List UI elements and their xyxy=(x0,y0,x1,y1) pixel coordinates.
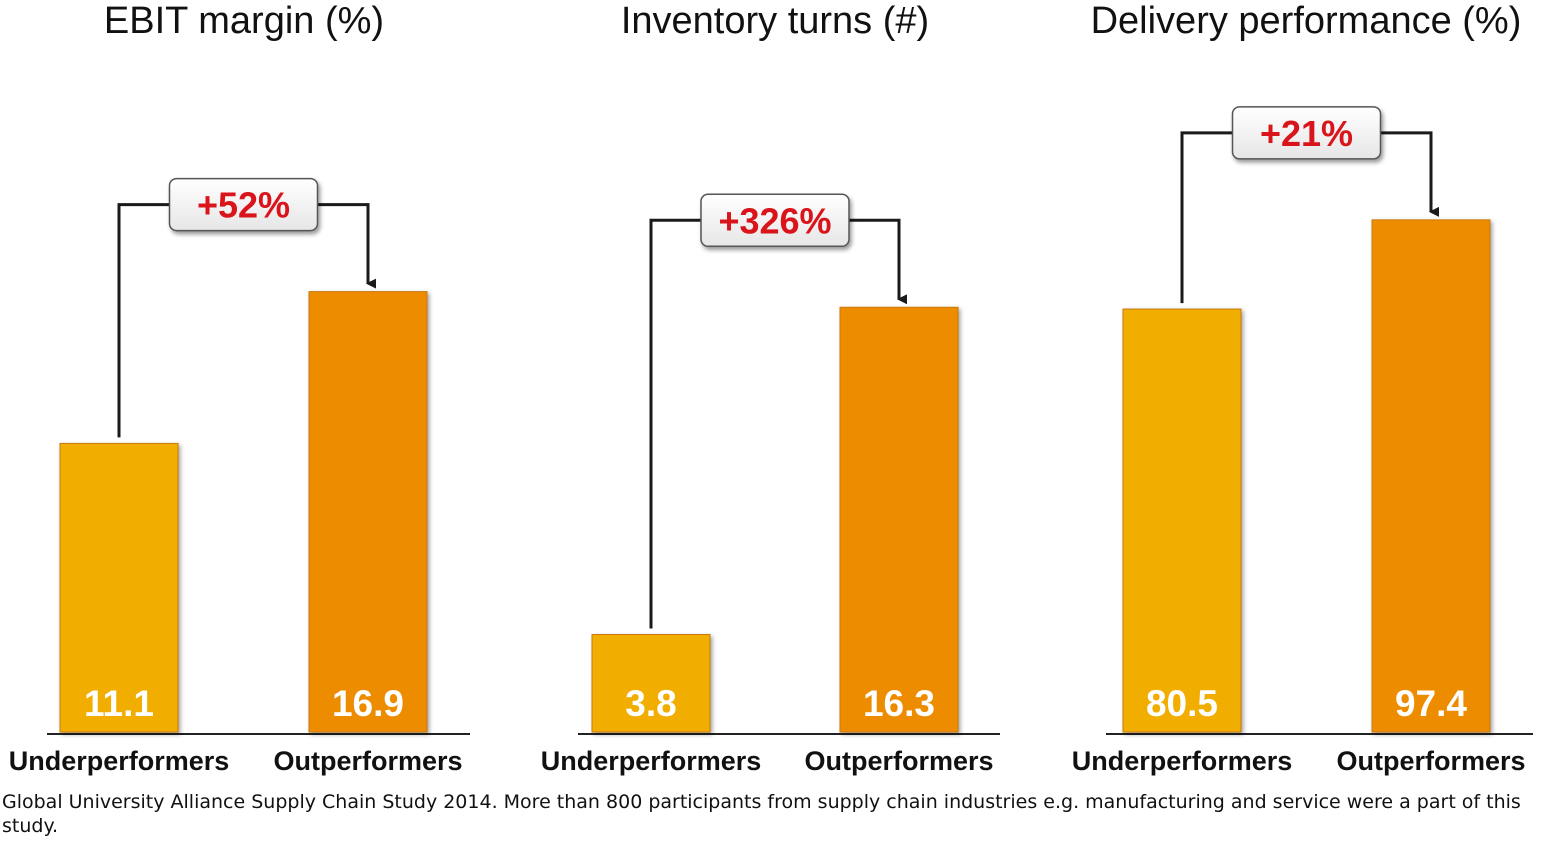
chart-title: EBIT margin (%) xyxy=(104,0,384,42)
chart-title: Delivery performance (%) xyxy=(1091,0,1522,42)
chart-panel-1: EBIT margin (%) 11.1 Underperformers 16.9 Ou… xyxy=(9,0,470,776)
bar-outperformers xyxy=(839,306,959,733)
bar-value-label: 11.1 xyxy=(84,683,154,724)
change-percent-label: +52% xyxy=(197,185,290,226)
chart-panel-3: Delivery performance (%) 80.5 Underperform… xyxy=(1072,0,1533,776)
bar-value-label: 80.5 xyxy=(1146,683,1218,724)
change-badge xyxy=(1231,106,1382,160)
bar-outperformers xyxy=(308,291,428,733)
change-percent-label: +326% xyxy=(718,200,831,241)
chart-panel-2: Inventory turns (#) 3.8 Underperformers 16.… xyxy=(541,0,1000,776)
bar-underperformers xyxy=(1122,308,1242,733)
bar-underperformers xyxy=(59,442,179,733)
category-label: Underperformers xyxy=(9,746,230,776)
category-label: Outperformers xyxy=(1336,746,1525,776)
bar-value-label: 97.4 xyxy=(1395,683,1467,724)
bar-value-label: 3.8 xyxy=(625,683,676,724)
change-percent-label: +21% xyxy=(1260,113,1353,154)
bar-value-label: 16.3 xyxy=(863,683,935,724)
bar-outperformers xyxy=(1371,219,1491,733)
source-footnote: Global University Alliance Supply Chain … xyxy=(2,791,1521,837)
category-label: Underperformers xyxy=(1072,746,1293,776)
bar-value-label: 16.9 xyxy=(332,683,404,724)
bar-underperformers xyxy=(591,634,711,733)
change-badge xyxy=(700,193,850,248)
category-label: Outperformers xyxy=(273,746,462,776)
category-label: Underperformers xyxy=(541,746,762,776)
category-label: Outperformers xyxy=(804,746,993,776)
change-badge xyxy=(168,177,319,232)
chart-title: Inventory turns (#) xyxy=(621,0,929,42)
